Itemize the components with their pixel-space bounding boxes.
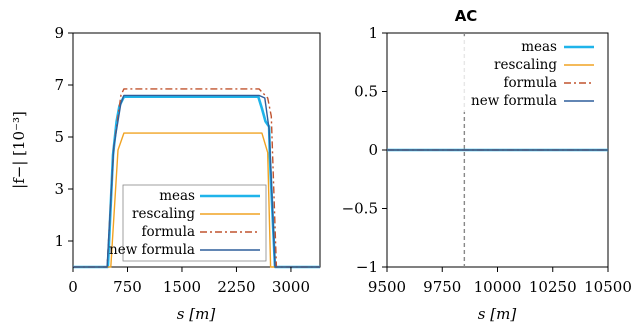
x-tick-label: 9750 — [423, 278, 461, 296]
x-tick-label: 10500 — [584, 278, 632, 296]
x-ticks-left: 0 750 1500 2250 3000 — [68, 267, 310, 296]
chart-title-right: AC — [455, 7, 478, 25]
legend-label: meas — [159, 188, 195, 204]
chart-left: 0 750 1500 2250 3000 1 3 5 7 9 s [m] |f−| [10⁻³]… — [10, 24, 321, 323]
x-tick-label: 10000 — [474, 278, 522, 296]
legend-label: new formula — [109, 242, 195, 258]
y-tick-label: 7 — [54, 76, 64, 94]
x-tick-label: 3000 — [272, 278, 310, 296]
x-tick-label: 2250 — [217, 278, 255, 296]
x-ticks-right: 9500 9750 10000 10250 10500 — [368, 267, 632, 296]
y-axis-label-left: |f−| [10⁻³] — [10, 111, 28, 189]
y-tick-label: 0.5 — [354, 83, 378, 101]
x-tick-label: 9500 — [368, 278, 406, 296]
x-axis-label-left: s [m] — [177, 305, 216, 323]
legend-label: meas — [521, 39, 557, 55]
x-tick-label: 10250 — [529, 278, 577, 296]
series-line-new-formula — [73, 94, 320, 268]
plot-frame-left — [72, 32, 321, 268]
y-ticks-right: −1 −0.5 0 0.5 1 — [342, 24, 387, 276]
legend-label: rescaling — [494, 57, 557, 73]
legend-box-right — [448, 36, 603, 112]
legend-box-left — [122, 184, 267, 262]
legend-label: new formula — [471, 93, 557, 109]
x-tick-label: 0 — [68, 278, 78, 296]
x-axis-label-right: s [m] — [478, 305, 517, 323]
x-tick-label: 1500 — [163, 278, 201, 296]
legend-label: rescaling — [132, 206, 195, 222]
legend-label: formula — [504, 75, 557, 91]
y-tick-label: 9 — [54, 24, 64, 42]
legend-entries-left: meas rescaling formula new formula — [109, 188, 260, 258]
series-lines-left — [73, 88, 320, 269]
y-tick-label: −0.5 — [342, 200, 378, 218]
y-tick-label: −1 — [356, 258, 378, 276]
y-tick-label: 0 — [368, 141, 378, 159]
y-tick-label: 1 — [368, 24, 378, 42]
legend-entries-right: meas rescaling formula new formula — [471, 39, 594, 109]
legend-label: formula — [142, 224, 195, 240]
series-line-rescaling — [73, 132, 320, 268]
y-tick-label: 3 — [54, 180, 64, 198]
y-tick-label: 5 — [54, 128, 64, 146]
legend-right: meas rescaling formula new formula — [448, 36, 603, 112]
legend-left: meas rescaling formula new formula — [109, 184, 267, 262]
y-tick-label: 1 — [54, 232, 64, 250]
x-tick-label: 750 — [113, 278, 142, 296]
y-ticks-left: 1 3 5 7 9 — [54, 24, 73, 250]
chart-right: AC 9500 9750 10000 10250 10500 −1 −0.5 0 0.5 1 s… — [342, 7, 632, 323]
